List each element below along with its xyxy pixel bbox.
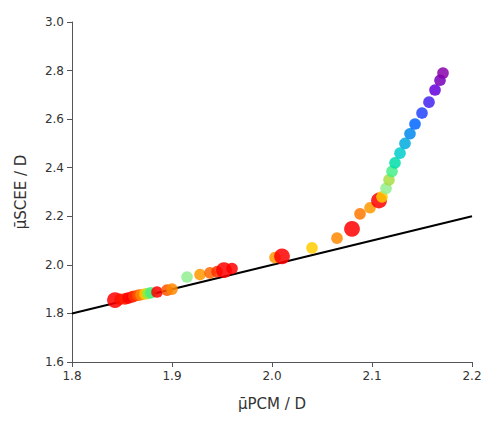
svg-text:2.2: 2.2	[462, 369, 481, 383]
svg-text:1.9: 1.9	[162, 369, 181, 383]
svg-text:μ̄SCEE / D: μ̄SCEE / D	[12, 155, 30, 230]
svg-text:2.1: 2.1	[362, 369, 381, 383]
svg-text:2.4: 2.4	[45, 161, 64, 175]
svg-text:1.8: 1.8	[62, 369, 81, 383]
svg-text:2.2: 2.2	[45, 209, 64, 223]
svg-text:μ̄PCM / D: μ̄PCM / D	[238, 395, 306, 413]
svg-text:2.0: 2.0	[262, 369, 281, 383]
svg-text:1.8: 1.8	[45, 306, 64, 320]
svg-text:1.6: 1.6	[45, 355, 64, 369]
svg-text:3.0: 3.0	[45, 15, 64, 29]
svg-text:2.0: 2.0	[45, 258, 64, 272]
svg-text:2.8: 2.8	[45, 64, 64, 78]
svg-text:2.6: 2.6	[45, 112, 64, 126]
